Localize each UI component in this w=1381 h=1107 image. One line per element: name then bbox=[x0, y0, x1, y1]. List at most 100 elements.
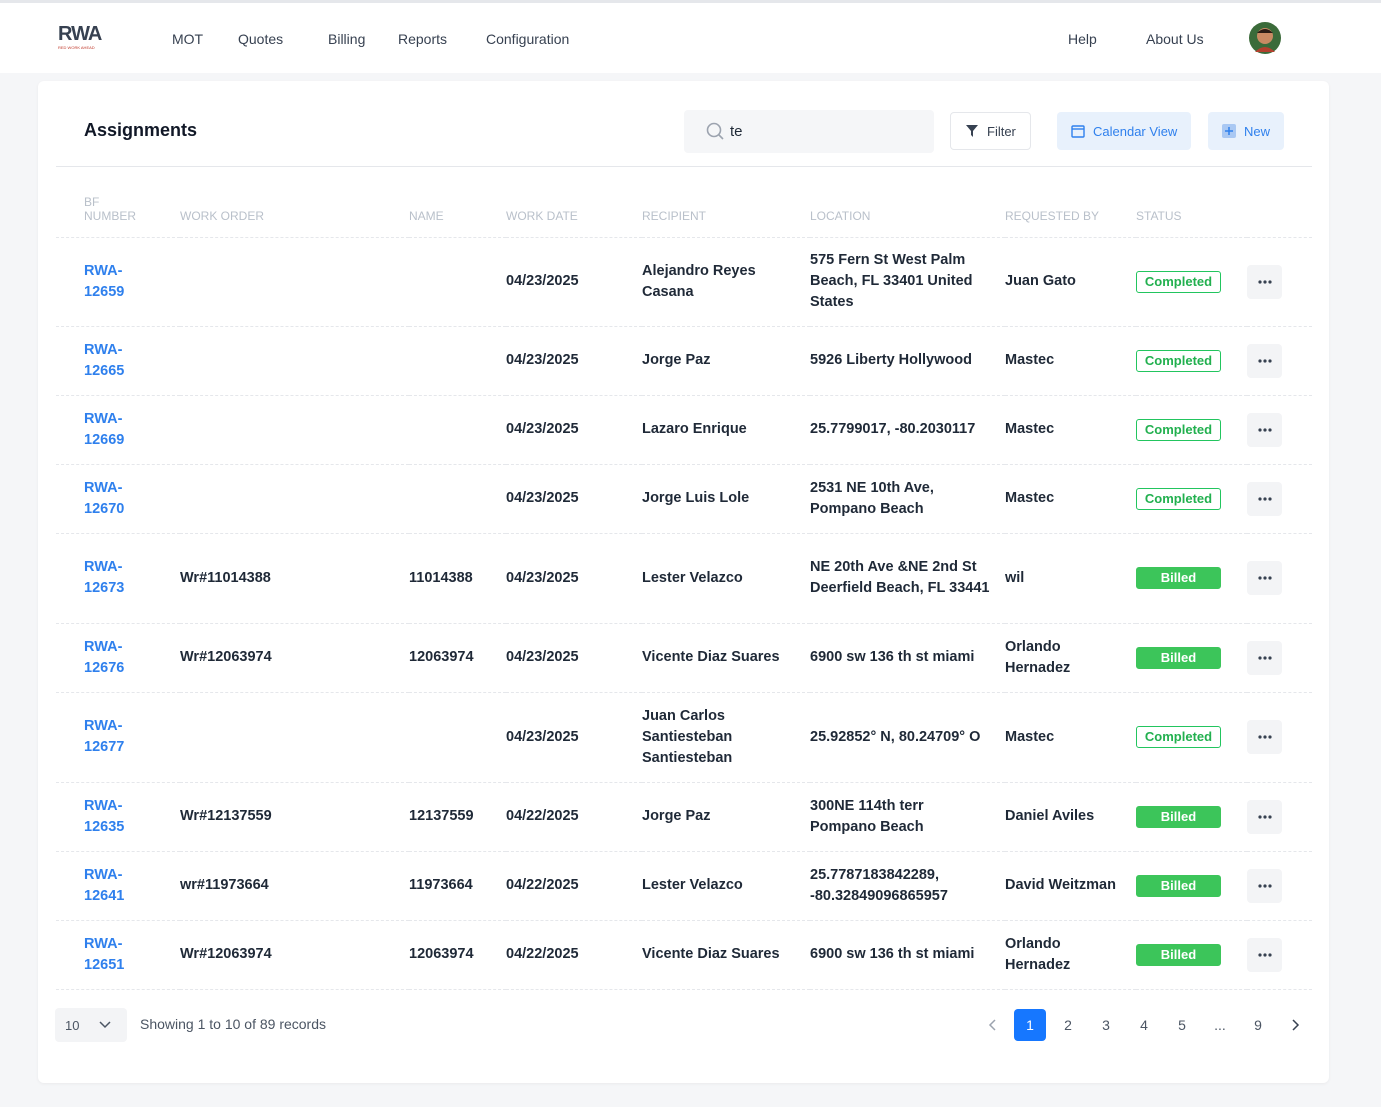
cell: RWA-12677 bbox=[56, 692, 180, 783]
cell: 6900 sw 136 th st miami bbox=[810, 623, 1005, 693]
avatar[interactable] bbox=[1249, 22, 1281, 54]
dots-icon bbox=[1257, 576, 1272, 580]
bf-number-link[interactable]: RWA-12673 bbox=[84, 559, 125, 596]
status-badge: Completed bbox=[1136, 726, 1221, 748]
page-title: Assignments bbox=[84, 120, 198, 140]
divider bbox=[56, 166, 1312, 167]
row-actions-button[interactable] bbox=[1247, 799, 1282, 834]
row-actions-button[interactable] bbox=[1247, 868, 1282, 903]
dots-icon bbox=[1257, 427, 1272, 432]
dots-icon bbox=[1257, 735, 1272, 739]
nav-link[interactable]: Reports bbox=[398, 31, 448, 47]
cell: Billed bbox=[1136, 851, 1247, 921]
row-actions-button[interactable] bbox=[1247, 640, 1282, 675]
status-badge: Billed bbox=[1136, 646, 1221, 669]
cell: 04/23/2025 bbox=[506, 623, 642, 693]
bf-number-link[interactable]: RWA-12635 bbox=[84, 797, 125, 835]
work-order: Wr#11014388 bbox=[180, 569, 271, 586]
page-button[interactable]: 4 bbox=[1140, 1017, 1148, 1033]
bf-number-link[interactable]: RWA-12676 bbox=[84, 638, 125, 676]
location: 5926 Liberty Hollywood bbox=[810, 352, 972, 368]
page-button[interactable]: 5 bbox=[1178, 1017, 1186, 1033]
recipient: Lazaro Enrique bbox=[642, 421, 747, 437]
location: 6900 sw 136 th st miami bbox=[810, 946, 975, 962]
cell bbox=[1247, 782, 1312, 852]
bf-number-link[interactable]: RWA-12651 bbox=[84, 935, 125, 973]
page-button[interactable]: ... bbox=[1214, 1017, 1226, 1033]
nav-link[interactable]: MOT bbox=[172, 31, 204, 47]
next-page[interactable] bbox=[1280, 1009, 1312, 1041]
page-button[interactable]: 1 bbox=[1014, 1009, 1046, 1041]
work-order: Wr#12063974 bbox=[180, 946, 272, 962]
work-order: wr#11973664 bbox=[180, 877, 269, 893]
page-button[interactable]: 3 bbox=[1102, 1017, 1110, 1033]
bf-number-link[interactable]: RWA-12665 bbox=[84, 341, 125, 379]
location: 300NE 114th terr Pompano Beach bbox=[810, 797, 924, 835]
location: 25.92852° N, 80.24709° O bbox=[810, 728, 981, 745]
cell: 575 Fern St West Palm Beach, FL 33401 Un… bbox=[810, 237, 1005, 327]
table-row: RWA-12659 04/23/2025 Alejandro Reyes Casan… bbox=[56, 237, 1312, 327]
cell: Mastec bbox=[1005, 692, 1136, 783]
page-size-select[interactable]: 10 bbox=[55, 1008, 127, 1042]
cell: 11973664 bbox=[409, 851, 506, 921]
page-button[interactable]: 9 bbox=[1254, 1017, 1262, 1033]
status-badge: Billed bbox=[1136, 567, 1221, 589]
cell: Billed bbox=[1136, 623, 1247, 693]
row-actions-button[interactable] bbox=[1247, 264, 1282, 299]
nav-link[interactable]: Quotes bbox=[238, 31, 284, 47]
column-header bbox=[1247, 185, 1312, 238]
requested-by: wil bbox=[1005, 569, 1025, 586]
recipient: Jorge Paz bbox=[642, 808, 711, 824]
cell: 04/23/2025 bbox=[506, 533, 642, 624]
cell: Completed bbox=[1136, 464, 1247, 534]
row-actions-button[interactable] bbox=[1247, 343, 1282, 378]
work-date: 04/22/2025 bbox=[506, 877, 579, 893]
row-actions-button[interactable] bbox=[1247, 937, 1282, 972]
cell bbox=[180, 464, 409, 534]
cell bbox=[409, 237, 506, 327]
page-button[interactable]: 2 bbox=[1064, 1017, 1072, 1033]
row-actions-button[interactable] bbox=[1247, 720, 1282, 754]
cell: Billed bbox=[1136, 920, 1247, 990]
bf-number-link[interactable]: RWA-12670 bbox=[84, 479, 125, 517]
row-actions-button[interactable] bbox=[1247, 412, 1282, 447]
calendar-button[interactable]: Calendar View bbox=[1057, 112, 1192, 150]
bf-number-link[interactable]: RWA-12659 bbox=[84, 262, 125, 300]
bf-number-link[interactable]: RWA-12669 bbox=[84, 410, 125, 448]
cell: RWA-12659 bbox=[56, 237, 180, 327]
work-date: 04/23/2025 bbox=[506, 649, 579, 665]
name: 11014388 bbox=[409, 569, 473, 586]
nav-link[interactable]: Billing bbox=[328, 31, 366, 47]
cell bbox=[409, 692, 506, 783]
cell: Orlando Hernadez bbox=[1005, 623, 1136, 693]
nav-link[interactable]: Configuration bbox=[486, 31, 570, 47]
logo[interactable]: RWA bbox=[58, 23, 102, 45]
pagination: 1 2 3 4 5... 9 bbox=[976, 1009, 1312, 1041]
bf-number-link[interactable]: RWA-12641 bbox=[84, 866, 125, 904]
nav-link[interactable]: About Us bbox=[1146, 31, 1204, 47]
search-box[interactable]: te bbox=[684, 110, 934, 153]
row-actions-button[interactable] bbox=[1247, 561, 1282, 595]
cell: Wr#12063974 bbox=[180, 623, 409, 693]
cell bbox=[1247, 851, 1312, 921]
records-summary: Showing 1 to 10 of 89 records bbox=[140, 1016, 327, 1032]
cell: 04/22/2025 bbox=[506, 851, 642, 921]
requested-by: Mastec bbox=[1005, 490, 1055, 506]
cell: Juan Carlos Santiesteban Santiesteban bbox=[642, 692, 810, 783]
cell: RWA-12635 bbox=[56, 782, 180, 852]
nav-link[interactable]: Help bbox=[1068, 31, 1097, 47]
filter-button[interactable]: Filter bbox=[950, 112, 1031, 150]
cell: Jorge Paz bbox=[642, 782, 810, 852]
cell: 25.92852° N, 80.24709° O bbox=[810, 692, 1005, 783]
recipient: Lester Velazco bbox=[642, 877, 743, 893]
cell: Juan Gato bbox=[1005, 237, 1136, 327]
column-header: WORK DATE bbox=[506, 185, 642, 238]
cell: Mastec bbox=[1005, 326, 1136, 396]
cell: Orlando Hernadez bbox=[1005, 920, 1136, 990]
prev-page[interactable] bbox=[976, 1009, 1008, 1041]
row-actions-button[interactable] bbox=[1247, 481, 1282, 516]
new-button[interactable]: New bbox=[1208, 112, 1285, 150]
status-badge: Completed bbox=[1136, 349, 1221, 372]
bf-number-link[interactable]: RWA-12677 bbox=[84, 718, 125, 755]
cell: RWA-12651 bbox=[56, 920, 180, 990]
